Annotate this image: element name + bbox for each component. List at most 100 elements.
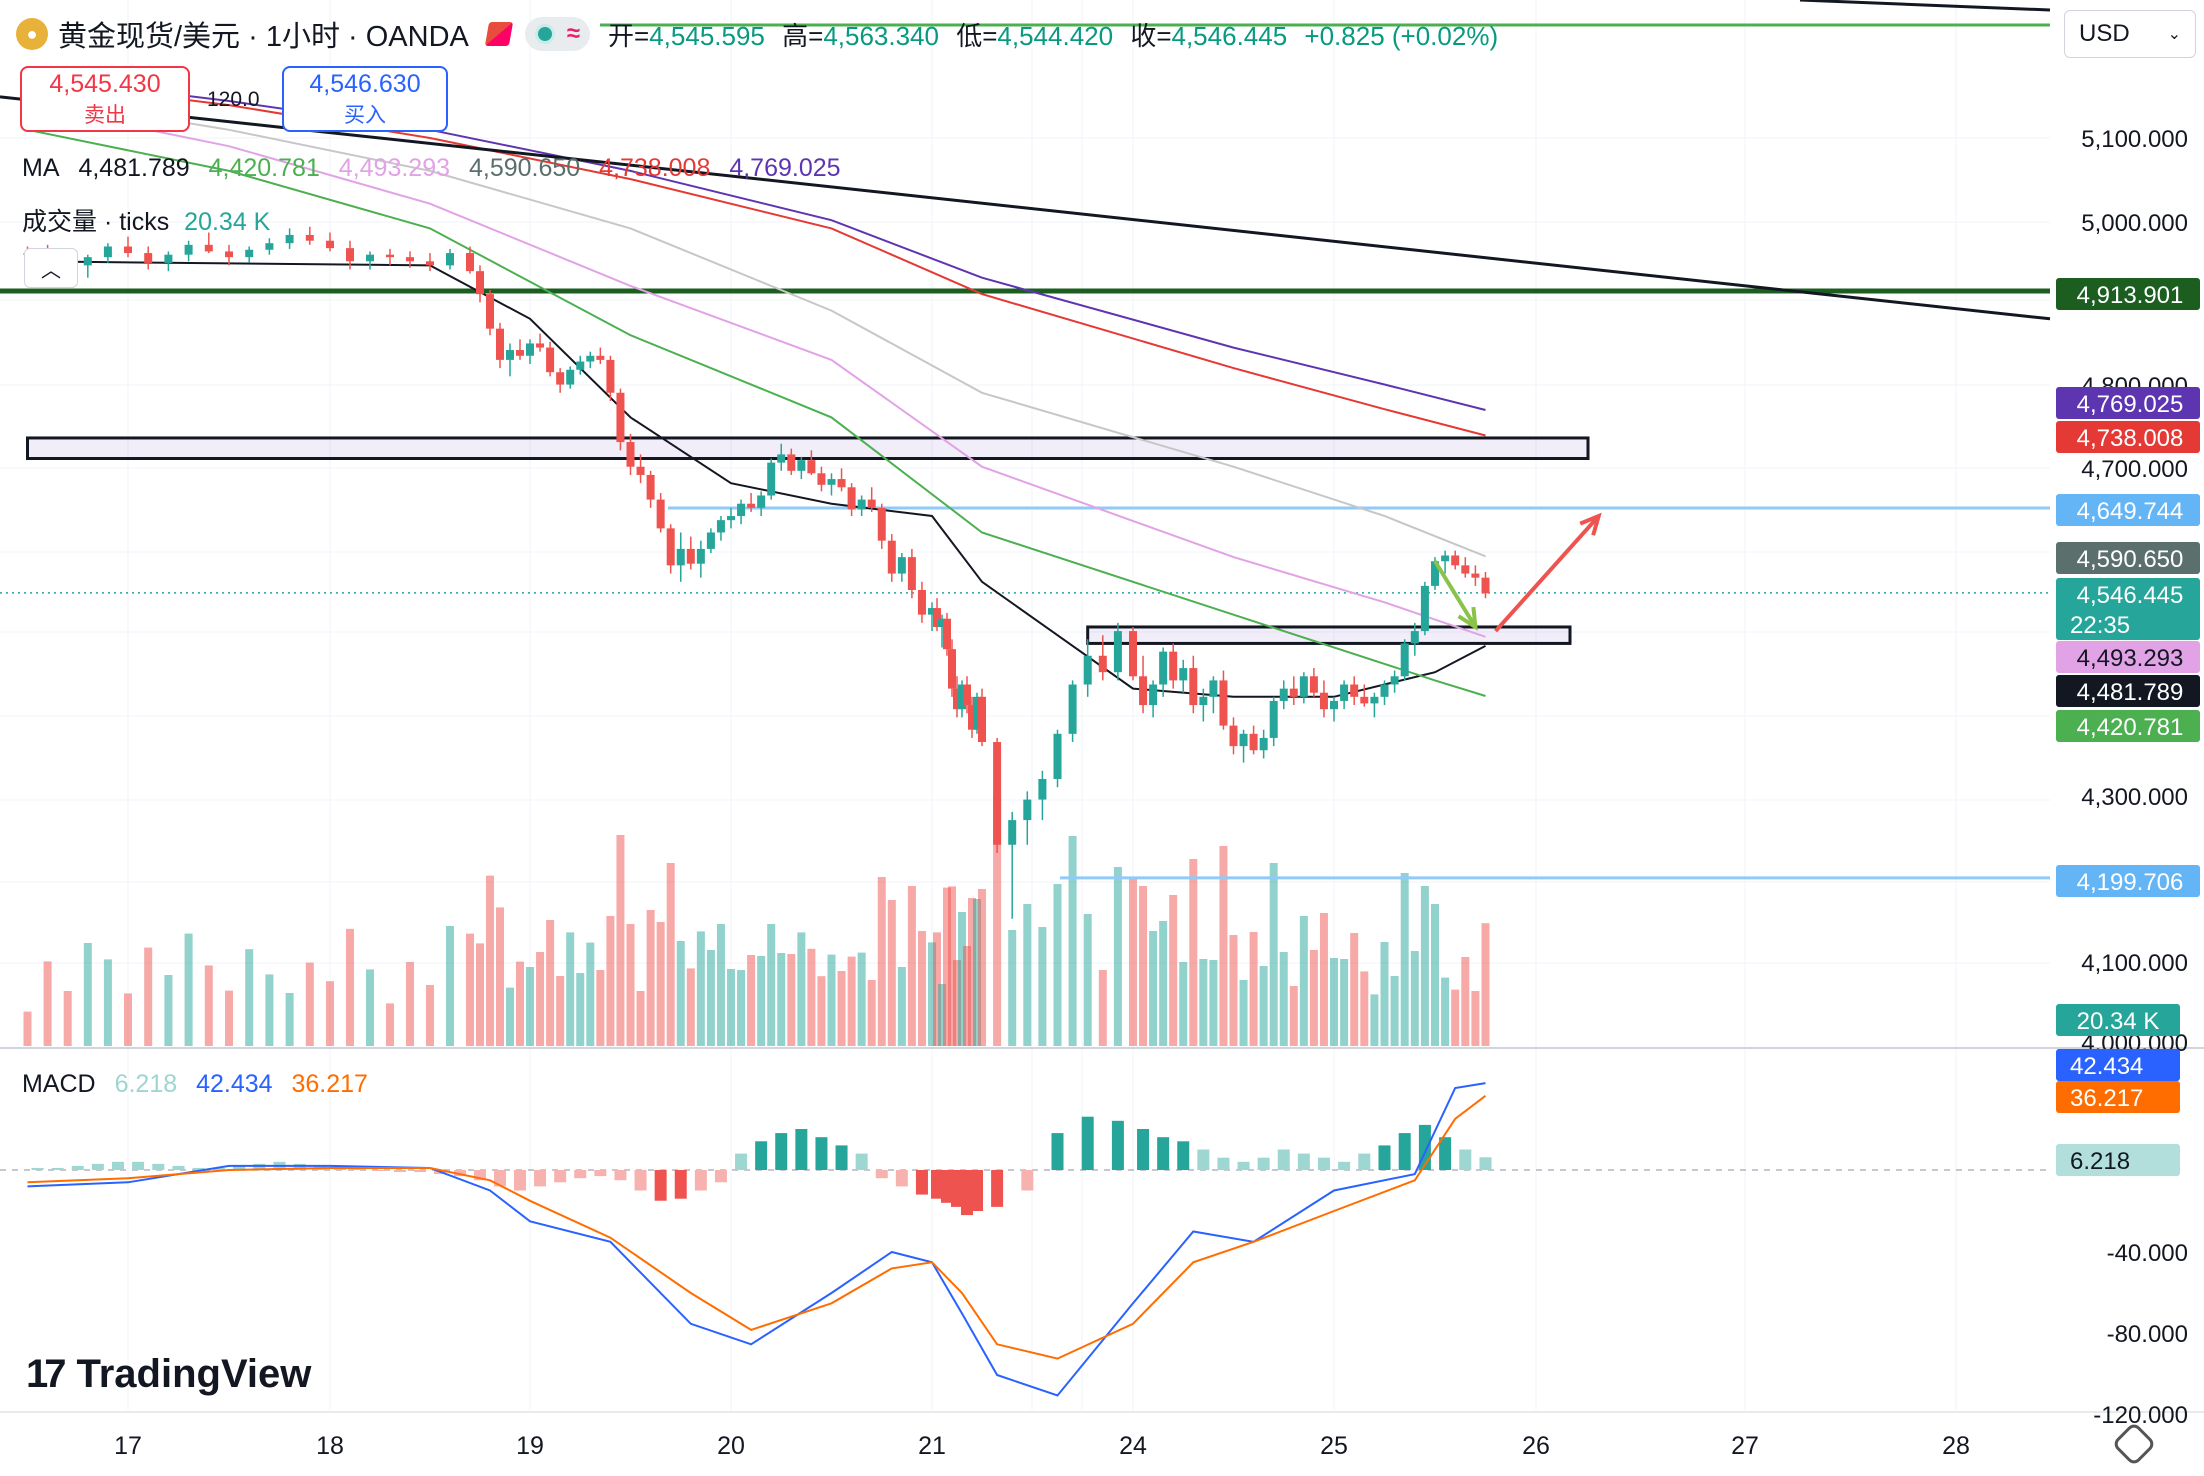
price-label-box: [2056, 278, 2200, 310]
market-status-pill[interactable]: ≈: [524, 17, 591, 51]
volume-bar: [993, 796, 1002, 1046]
zone-box: [26, 436, 1590, 461]
macd-axis-tick: -120.000: [2093, 1402, 2188, 1429]
buy-button[interactable]: 4,546.630 买入: [282, 66, 448, 132]
low-label: 低=: [956, 20, 998, 51]
candle-body: [777, 454, 786, 463]
candle-body: [1179, 668, 1188, 681]
volume-bar: [1279, 952, 1288, 1046]
volume-bar: [406, 962, 414, 1046]
macd-hist-bar: [51, 1167, 64, 1170]
candle-body: [1309, 676, 1318, 693]
macd-hist-bar: [374, 1170, 386, 1172]
volume-bar: [1068, 836, 1077, 1046]
volume-bar: [636, 991, 645, 1046]
volume-bar: [1113, 867, 1122, 1046]
volume-bar: [938, 984, 946, 1046]
volume-bar: [1219, 846, 1228, 1046]
volume-bar: [526, 967, 534, 1046]
volume-bar: [917, 931, 926, 1046]
currency-select[interactable]: USD ⌄: [2064, 10, 2196, 58]
volume-legend-value: 20.34 K: [184, 208, 271, 236]
macd-hist-bar: [192, 1167, 205, 1170]
macd-hist-bar: [1338, 1161, 1351, 1170]
sell-button[interactable]: 4,545.430 卖出: [20, 66, 190, 132]
macd-hist-bar: [91, 1163, 104, 1170]
zone-box: [1086, 625, 1572, 645]
macd-hist-bar: [895, 1170, 908, 1187]
volume-bar: [546, 920, 555, 1046]
macd-hist-bar: [951, 1170, 963, 1207]
price-label-box: [2056, 578, 2200, 640]
candle-body: [727, 516, 735, 521]
volume-bar: [566, 932, 575, 1046]
macd-label-box: [2056, 1144, 2180, 1176]
price-label-value: 4,420.781: [2077, 714, 2184, 741]
volume-bar: [1481, 923, 1490, 1046]
macd-hist-bar: [1237, 1161, 1250, 1170]
volume-bar: [476, 943, 484, 1046]
volume-bar: [63, 991, 72, 1046]
macd-hist-bar: [132, 1161, 145, 1170]
candle-body: [676, 548, 685, 566]
candle-body: [993, 742, 1002, 845]
candle-body: [586, 355, 595, 362]
flag-icon[interactable]: [484, 22, 513, 46]
volume-bar: [1309, 950, 1318, 1046]
volume-bar: [1330, 958, 1338, 1046]
macd-hist-bar: [931, 1170, 943, 1199]
macd-axis-tick: -80.000: [2107, 1321, 2188, 1348]
candle-body: [1038, 779, 1047, 800]
wave-icon: ≈: [566, 20, 581, 47]
volume-bar: [1431, 904, 1439, 1046]
price-label-value: 4,649.744: [2077, 498, 2184, 525]
macd-hist-bar: [674, 1170, 687, 1199]
candle-body: [476, 271, 484, 295]
candle-body: [446, 253, 454, 266]
price-axis-tick: 4,100.000: [2081, 950, 2188, 977]
time-axis-tick: 26: [1522, 1432, 1550, 1460]
volume-bar: [666, 863, 675, 1046]
macd-hist-bar: [152, 1163, 165, 1170]
macd-hist-bar: [735, 1153, 748, 1170]
macd-hist-bar: [1479, 1157, 1492, 1170]
ma-value-6: 4,769.025: [729, 154, 841, 182]
collapse-legend-button[interactable]: ︿: [24, 248, 78, 288]
candle-body: [978, 696, 986, 743]
volume-bar: [556, 976, 565, 1046]
candle-body: [767, 462, 776, 496]
volume-bar: [963, 946, 971, 1046]
candle-body: [426, 261, 434, 266]
candle-body: [1299, 676, 1308, 697]
volume-bar: [144, 947, 153, 1046]
price-label-box: [2056, 387, 2200, 419]
volume-bar: [716, 924, 725, 1046]
candle-body: [1139, 676, 1148, 706]
volume-bar: [1360, 971, 1369, 1046]
ma-value-4: 4,590.650: [468, 154, 581, 182]
volume-legend[interactable]: 成交量 · ticks 20.34 K: [22, 202, 270, 238]
candle-body: [626, 442, 635, 467]
projection-arrows: [1433, 512, 1602, 633]
macd-legend[interactable]: MACD 6.218 42.434 36.217: [22, 1070, 380, 1099]
macd-hist-bar: [111, 1161, 124, 1170]
gold-logo-icon: ●: [16, 18, 48, 50]
macd-hist-bar: [1217, 1157, 1230, 1170]
macd-hist-bar: [212, 1167, 225, 1170]
volume-bar: [184, 933, 193, 1046]
volume-bar: [1259, 966, 1268, 1046]
candle-body: [496, 328, 504, 360]
volume-bar: [576, 973, 585, 1046]
price-label-countdown: 22:35: [2070, 612, 2130, 639]
macd-hist-bar: [1378, 1145, 1391, 1170]
macd-hist-bar: [775, 1133, 788, 1170]
ma-legend[interactable]: MA 4,481.789 4,420.781 4,493.293 4,590.6…: [22, 154, 853, 183]
candle-body: [265, 243, 274, 250]
tradingview-logo[interactable]: 17 TradingView: [26, 1352, 311, 1397]
volume-bar: [1249, 932, 1258, 1046]
macd-label-value: 42.434: [2070, 1053, 2143, 1080]
macd-hist-bar: [855, 1153, 868, 1170]
candle-body: [943, 618, 951, 650]
buy-price: 4,546.630: [309, 69, 421, 98]
